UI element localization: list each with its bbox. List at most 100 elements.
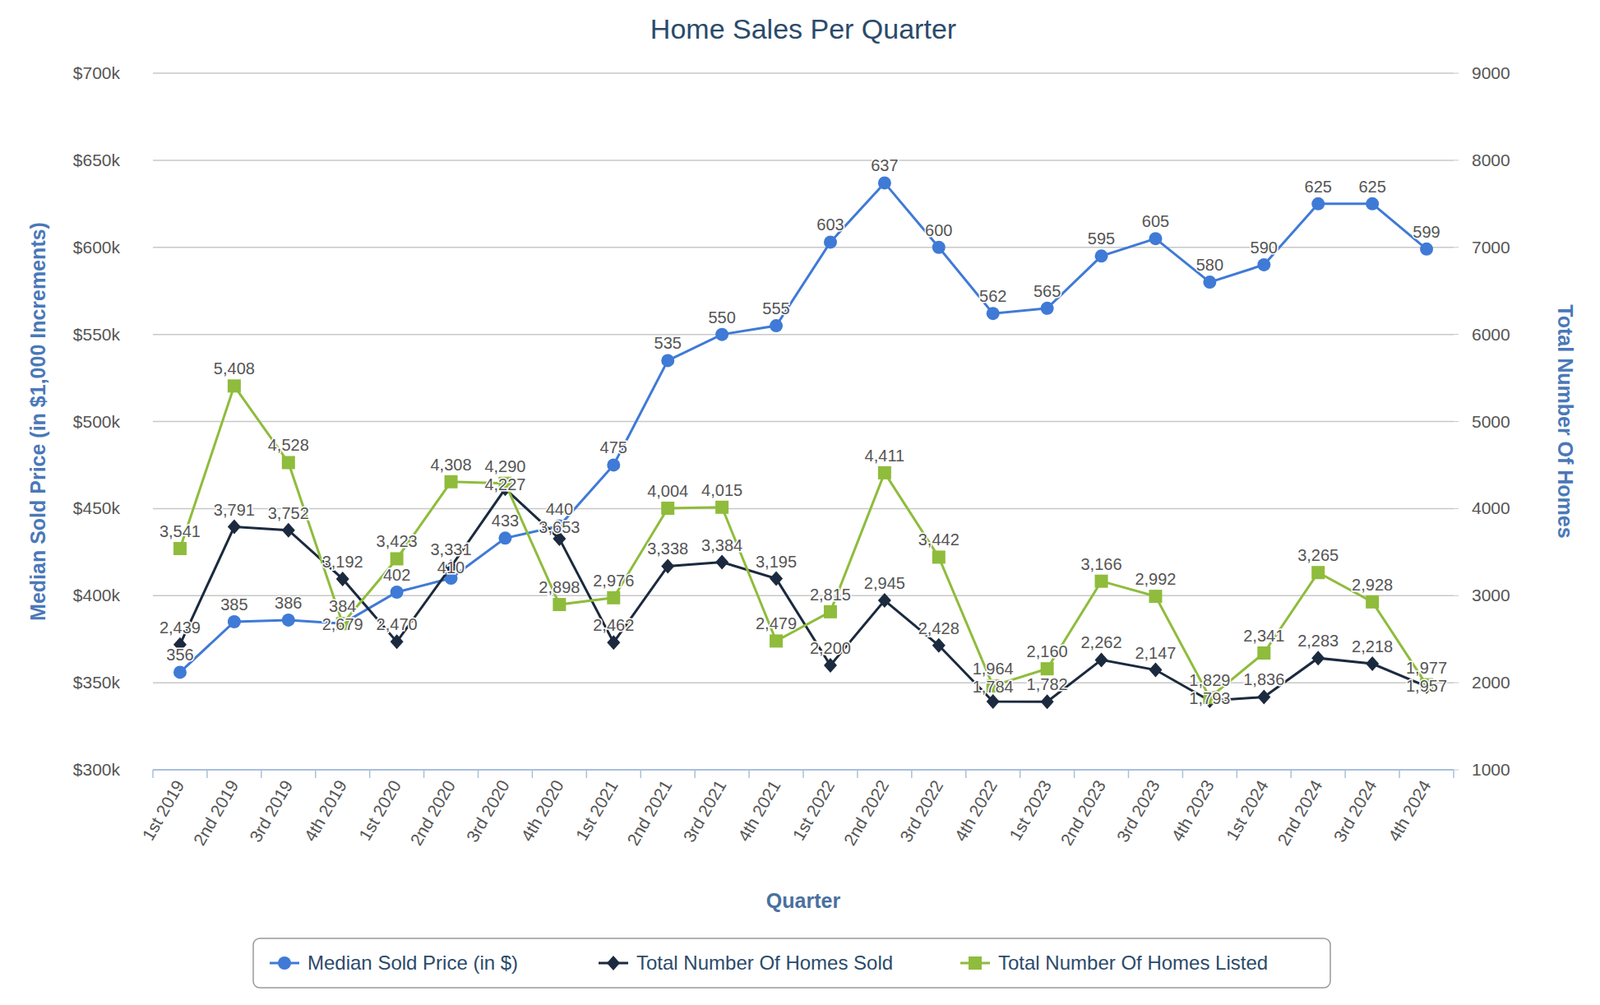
data-label: 3,442 [918,530,960,549]
x-tick-label: 2nd 2024 [1273,776,1327,849]
data-label: 3,265 [1297,545,1339,565]
data-label: 2,428 [918,619,960,638]
data-point [227,615,241,629]
x-tick [640,769,643,778]
x-tick-label: 1st 2021 [572,776,622,844]
data-point [1040,301,1055,315]
data-label: 4,227 [484,475,526,494]
data-label: 4,015 [701,480,743,500]
y-tick-label: $400k [73,585,121,605]
x-tick [1344,769,1346,778]
data-label: 3,166 [1081,554,1123,574]
legend-label: Total Number Of Homes Sold [636,951,893,974]
grid [152,73,1454,770]
x-tick-label: 1st 2023 [1005,776,1055,844]
data-point [444,475,458,489]
y2-tick-label: 9000 [1471,63,1511,83]
data-label: 1,836 [1243,670,1285,689]
data-label: 2,976 [592,571,634,590]
data-point [173,665,187,679]
x-tick-label: 3rd 2024 [1329,776,1381,846]
data-point [878,466,892,480]
data-point [1365,595,1379,609]
data-label: 605 [1142,212,1170,231]
x-tick-label: 1st 2022 [788,776,838,843]
data-point [769,571,783,587]
x-tick [1019,769,1022,778]
y-tick-label: $600k [73,237,121,257]
data-label: 4,528 [268,435,310,454]
data-point [606,457,620,472]
data-label: 3,423 [376,531,418,551]
data-label: 2,341 [1243,626,1285,645]
data-label: 2,928 [1351,575,1393,594]
data-label: 2,218 [1351,637,1393,656]
data-label: 2,815 [809,585,851,604]
data-label: 2,479 [755,614,797,633]
x-tick [1398,769,1401,778]
grid-line [152,333,1454,336]
legend-marker [606,955,620,971]
x-tick [1290,769,1293,778]
data-point [1148,662,1162,678]
y-tick-label: $500k [73,411,121,431]
grid-line [152,420,1454,423]
x-tick-label: 1st 2019 [138,776,188,844]
data-label: 3,338 [647,539,689,558]
data-point [498,531,512,545]
data-label: 3,752 [268,504,310,523]
data-point [823,605,837,619]
data-point [661,501,675,515]
y-tick-label: $300k [73,759,121,779]
data-point [1148,231,1162,246]
data-point [715,328,729,342]
data-label: 386 [274,593,302,612]
y2-tick [1453,159,1459,161]
x-tick [1128,769,1130,778]
x-tick-label: 1st 2024 [1222,776,1272,844]
data-label: 385 [220,595,248,614]
chart: Home Sales Per Quarter$300k$350k$400k$45… [0,0,1600,1005]
data-point [932,550,946,564]
data-point [390,585,404,599]
legend: Median Sold Price (in $)Total Number Of … [253,938,1331,988]
data-label: 600 [924,221,953,240]
data-labels: 3,5412,4393565,4083,7913854,5283,7523863… [159,156,1448,708]
y2-tick [1453,769,1459,771]
data-point [1148,589,1162,603]
data-point [1095,574,1109,588]
data-point [878,175,892,190]
y2-tick-label: 2000 [1471,672,1511,692]
data-label: 2,945 [864,573,906,592]
data-point [227,379,241,393]
data-label: 4,411 [864,446,906,465]
data-label: 2,160 [1026,642,1069,661]
grid-line [152,508,1454,510]
data-point [282,613,296,627]
data-point [1257,258,1271,272]
data-label: 1,829 [1188,670,1231,690]
data-label: 2,898 [538,578,580,597]
legend-label: Total Number Of Homes Listed [998,951,1268,974]
data-label: 1,977 [1405,658,1448,677]
y2-tick [1453,508,1459,509]
x-tick-label: 3rd 2020 [462,776,514,846]
data-point [878,592,892,608]
x-tick [531,769,534,778]
data-point [1257,689,1271,704]
data-point [282,455,296,469]
y2-tick [1453,246,1459,248]
x-tick [910,769,913,778]
legend-marker [968,956,982,970]
x-tick [152,769,154,778]
data-point [769,319,783,333]
data-label: 2,262 [1081,633,1123,652]
data-point [1202,275,1217,289]
data-label: 3,653 [538,517,580,537]
data-point [932,240,946,255]
x-tick [802,769,805,778]
data-point [1311,197,1325,211]
data-label: 3,541 [159,522,201,541]
x-tick [260,769,263,778]
x-tick-label: 2nd 2021 [623,776,676,849]
